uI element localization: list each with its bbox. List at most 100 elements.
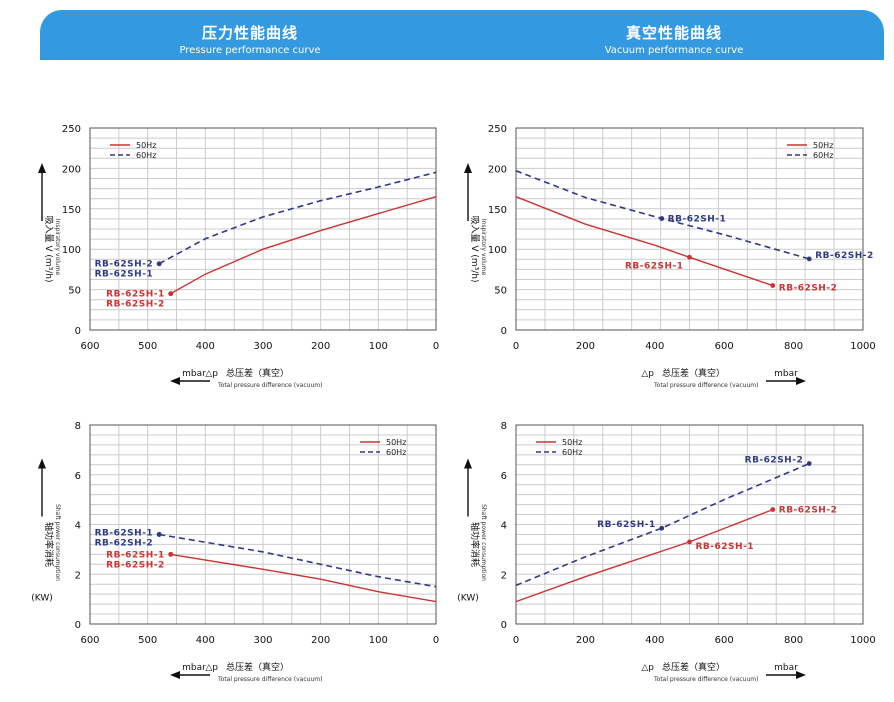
chart-1: 600 500 400 300 200 100 0 0 50 100 150 200 250 RB-62S… [38,124,439,389]
y-tick-label: 250 [62,124,81,135]
x-tick-label: 200 [311,341,330,352]
y-tick-label: 150 [62,205,81,216]
x-axis-arrowhead [796,377,806,385]
x-tick-label: 1000 [850,341,875,352]
x-axis-delta: △p [205,369,218,379]
y-axis-arrowhead [464,458,472,469]
y-axis-label-en: Shaft power consumption [480,504,487,581]
y-axis-label: 轴功率消耗 [43,522,55,567]
y-axis-label-en: Shaft power consumption [54,504,61,581]
y-tick-label: 6 [75,471,81,482]
series-line-60hz [158,171,437,265]
point-label: RB-62SH-1 [597,520,656,530]
x-axis-arrowhead [170,671,180,679]
series-line-60hz [515,462,810,587]
y-axis-unit: (KW) [457,594,479,604]
point-marker [156,532,162,537]
x-tick-label: 1000 [850,635,875,646]
x-axis-label-en: Total pressure difference (vacuum) [217,382,322,389]
point-label: RB-62SH-2 [106,300,165,310]
point-marker [770,507,776,512]
x-axis-label-en: Total pressure difference (vacuum) [653,382,758,389]
x-tick-label: 600 [715,341,734,352]
y-tick-label: 250 [488,124,507,135]
series-line-50hz [515,196,774,287]
legend-label: 50Hz [813,141,833,150]
y-tick-label: 200 [62,164,81,175]
point-marker [770,283,776,288]
y-axis-arrowhead [38,458,46,469]
plot-frame [515,127,864,331]
x-tick-label: 800 [784,341,803,352]
legend-label: 60Hz [386,448,406,457]
y-tick-label: 8 [501,421,507,432]
pressure-subtitle: Pressure performance curve [179,45,321,56]
x-axis-arrowhead [170,377,180,385]
x-axis-unit: mbar [182,369,206,379]
x-tick-label: 400 [196,341,215,352]
legend-label: 50Hz [562,438,582,447]
x-axis-label: 总压差（真空） [662,661,725,673]
x-axis-label: 总压差（真空） [226,367,289,379]
series-line-60hz [159,533,437,588]
point-label: RB-62SH-1 [668,214,727,224]
x-axis-delta: △p [205,663,218,673]
point-label: RB-62SH-1 [106,290,165,300]
point-marker [687,254,692,260]
y-tick-label: 0 [75,620,81,631]
y-tick-label: 4 [501,521,507,532]
y-tick-label: 50 [68,286,81,297]
y-tick-label: 0 [501,620,507,631]
x-tick-label: 600 [80,341,99,352]
x-axis-unit: mbar [774,369,798,379]
point-label: RB-62SH-2 [779,284,838,294]
vacuum-title: 真空性能曲线 [625,24,722,42]
x-tick-label: 200 [311,635,330,646]
point-marker [806,256,812,262]
x-axis-delta: △p [641,663,654,673]
x-tick-label: 100 [369,635,388,646]
x-tick-label: 0 [433,635,439,646]
y-tick-label: 100 [62,245,81,256]
point-label: RB-62SH-1 [95,528,154,538]
point-marker [156,261,162,267]
point-label: RB-62SH-1 [95,270,154,280]
vacuum-header: 真空性能曲线 Vacuum performance curve [464,22,884,56]
chart-3: 600 500 400 300 200 100 002468RB-62SH-1RB-62SH… [31,421,439,683]
x-tick-label: 400 [645,635,664,646]
y-tick-label: 200 [488,164,507,175]
point-marker [168,551,174,557]
point-label: RB-62SH-1 [696,542,755,552]
legend-label: 60Hz [813,151,833,160]
point-label: RB-62SH-2 [95,260,154,270]
point-marker [659,216,665,221]
x-tick-label: 300 [253,341,272,352]
vacuum-subtitle: Vacuum performance curve [604,45,744,56]
header-banner [40,10,884,60]
x-tick-label: 500 [138,341,157,352]
legend-label: 60Hz [136,151,156,160]
x-axis-unit: mbar [774,663,798,673]
legend-label: 50Hz [386,438,406,447]
y-tick-label: 8 [75,421,81,432]
legend-label: 50Hz [136,141,156,150]
point-label: RB-62SH-2 [815,251,874,261]
x-tick-label: 300 [253,635,272,646]
y-axis-label: 吸入量 V (m³/h) [469,215,480,282]
x-axis-label-en: Total pressure difference (vacuum) [217,676,322,683]
y-tick-label: 2 [501,570,507,581]
x-tick-label: 800 [784,635,803,646]
plot-frame [89,127,437,331]
y-axis-label: 吸入量 V (m³/h) [43,215,54,282]
x-tick-label: 400 [645,341,664,352]
y-tick-label: 0 [75,326,81,337]
y-tick-label: 50 [494,286,507,297]
y-axis-arrowhead [38,163,46,173]
series-line-50hz [515,508,774,603]
series-line-50hz [170,553,437,603]
x-tick-label: 600 [715,635,734,646]
x-axis-label-en: Total pressure difference (vacuum) [653,676,758,683]
point-label: RB-62SH-1 [625,261,684,271]
y-axis-arrowhead [464,163,472,173]
